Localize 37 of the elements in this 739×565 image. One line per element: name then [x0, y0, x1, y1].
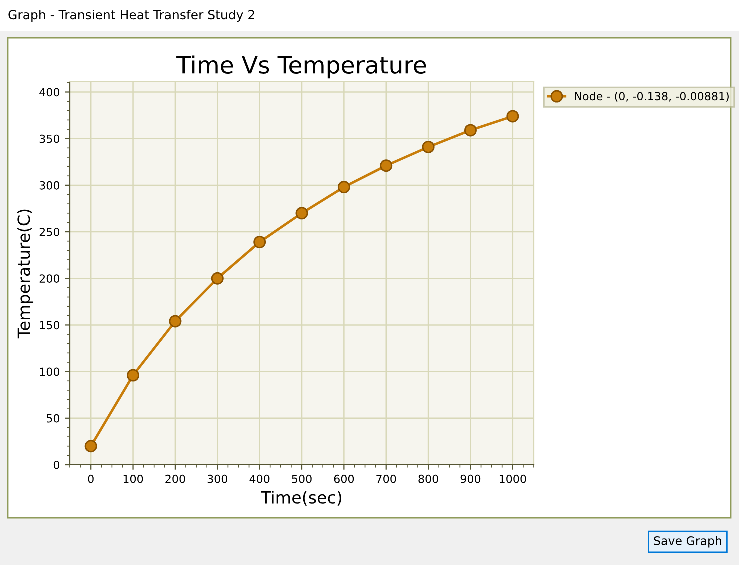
x-tick-label: 100	[124, 474, 144, 484]
point	[84, 440, 98, 453]
x-axis-title: Time(sec)	[261, 491, 342, 506]
y-tick-label: 100	[40, 368, 60, 376]
x-tick-label: 0	[88, 474, 94, 484]
y-tick-label: 350	[40, 134, 60, 144]
x-tick-label: 500	[292, 474, 312, 484]
y-tick-label: 50	[46, 414, 60, 423]
point	[422, 140, 435, 154]
x-tick-label: 900	[460, 474, 481, 484]
point	[211, 272, 224, 285]
x-tick-label: 800	[418, 474, 438, 484]
y-tick-label: 0	[54, 460, 60, 470]
x-tick-label: 700	[376, 474, 396, 484]
x-tick-label: 400	[250, 474, 270, 484]
point	[506, 110, 520, 123]
x-tick-label: 600	[334, 474, 354, 484]
text: Graph - Transient Heat Transfer Study 2	[8, 10, 254, 22]
x-tick-label: 300	[208, 474, 228, 484]
y-tick-label: 300	[40, 181, 60, 190]
text: Save Graph	[654, 536, 722, 548]
y-tick-label: 150	[40, 321, 60, 330]
point	[296, 207, 308, 220]
y-axis-title: Temperature(C)	[17, 210, 34, 339]
legend-label: Node - (0, -0.138, -0.00881)	[575, 92, 729, 102]
y-tick-label: 200	[40, 274, 60, 284]
chart-title: Time Vs Temperature	[176, 56, 426, 79]
point	[254, 236, 266, 249]
point	[380, 160, 393, 172]
point	[338, 181, 350, 194]
y-tick-label: 400	[40, 88, 60, 97]
point	[127, 369, 140, 382]
y-tick-label: 250	[40, 228, 60, 236]
point	[169, 315, 182, 328]
point	[464, 124, 477, 137]
x-tick-label: 200	[166, 474, 186, 484]
x-tick-label: 1000	[500, 474, 526, 484]
